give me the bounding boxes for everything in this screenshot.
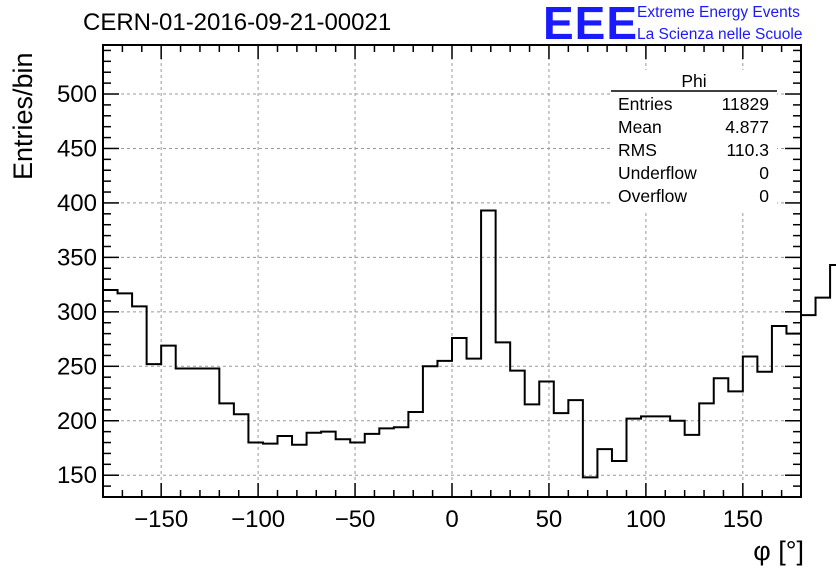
histogram-bin: [627, 419, 642, 497]
y-tick-label: 500: [57, 81, 97, 108]
histogram-bin: [816, 298, 831, 497]
x-tick-label: 50: [536, 506, 563, 533]
histogram-bin: [147, 364, 162, 497]
histogram-bin: [786, 334, 801, 497]
histogram-bin: [568, 400, 583, 497]
histogram-bin: [481, 211, 496, 497]
histogram-bin: [641, 416, 656, 497]
eee-logo: EEE: [543, 0, 639, 49]
histogram-bin: [234, 414, 249, 497]
stats-label: Entries: [618, 94, 673, 114]
stats-label: Mean: [618, 117, 662, 137]
histogram-bin: [132, 306, 147, 497]
y-tick-label: 300: [57, 299, 97, 326]
histogram-bin: [714, 378, 729, 497]
stats-label: Underflow: [618, 163, 697, 183]
histogram-bin: [307, 433, 322, 497]
x-axis-label: φ [°]: [753, 536, 804, 566]
histogram-bin: [496, 342, 511, 497]
x-tick-label: −150: [134, 506, 188, 533]
histogram-bin: [699, 403, 714, 497]
histogram-bin: [670, 421, 685, 497]
histogram-bin: [103, 290, 118, 497]
histogram-bin: [554, 413, 569, 497]
x-tick-label: −100: [231, 506, 285, 533]
histogram-outline: [103, 209, 836, 479]
histogram-bin: [190, 368, 205, 497]
y-tick-label: 350: [57, 244, 97, 271]
stats-label: RMS: [618, 140, 657, 160]
histogram-bin: [597, 449, 612, 497]
histogram-bin: [539, 382, 554, 497]
histogram-bin: [219, 403, 234, 497]
y-tick-label: 450: [57, 135, 97, 162]
histogram-bin: [379, 428, 394, 497]
histogram-bin: [437, 361, 452, 497]
histogram-bin: [583, 477, 598, 497]
histogram-bin: [830, 265, 836, 497]
histogram-bin: [321, 432, 336, 497]
histogram-bin: [510, 371, 525, 497]
histogram-bin: [394, 427, 409, 497]
histogram-bin: [452, 338, 467, 497]
histogram-bin: [161, 346, 176, 497]
stats-value: 0: [759, 186, 769, 206]
histogram-bin: [685, 435, 700, 497]
histogram-bin: [263, 444, 278, 497]
x-tick-label: 150: [723, 506, 763, 533]
x-tick-label: −50: [335, 506, 376, 533]
histogram-bin: [728, 391, 743, 497]
histogram-bin: [205, 368, 220, 497]
tick-labels: −150 −100 −50 0 50 100 150 150 200 250 300 350 400 45…: [57, 81, 763, 533]
histogram-bin: [656, 416, 671, 497]
histogram-bin: [423, 366, 438, 497]
grid-lines: [103, 45, 801, 497]
histogram-bin: [336, 439, 351, 497]
histogram-bin: [801, 315, 816, 497]
histogram-bin: [278, 436, 293, 497]
stats-name: Phi: [681, 71, 706, 91]
histogram-bin: [757, 372, 772, 497]
histogram-bin: [612, 461, 627, 497]
y-tick-label: 250: [57, 353, 97, 380]
histogram-bin: [772, 326, 787, 497]
histogram-bin: [467, 359, 482, 497]
y-tick-label: 200: [57, 408, 97, 435]
axis-ticks: [103, 45, 801, 497]
histogram-bin: [176, 368, 191, 497]
histogram-bin: [292, 445, 307, 497]
x-tick-label: 100: [626, 506, 666, 533]
histogram-bin: [118, 293, 133, 497]
x-tick-label: 0: [445, 506, 458, 533]
stats-value: 4.877: [725, 117, 769, 137]
stats-box: Phi Entries 11829 Mean 4.877 RMS 110.3 Underflo…: [611, 70, 777, 210]
stats-value: 0: [759, 163, 769, 183]
histogram-bins: [103, 211, 836, 497]
y-tick-label: 150: [57, 462, 97, 489]
histogram-bin: [248, 443, 263, 497]
logo-subtitle-line1: Extreme Energy Events: [637, 4, 800, 21]
histogram-bin: [365, 434, 380, 497]
stats-box-bg: [611, 70, 777, 210]
stats-label: Overflow: [618, 186, 687, 206]
stats-value: 110.3: [727, 140, 770, 160]
histogram-bin: [350, 443, 365, 497]
chart-title: CERN-01-2016-09-21-00021: [83, 9, 392, 36]
histogram-bin: [408, 412, 423, 497]
histogram-bin: [525, 404, 540, 497]
histogram-bin: [743, 356, 758, 497]
logo-subtitle-line2: La Scienza nelle Scuole: [637, 26, 803, 43]
y-tick-label: 400: [57, 190, 97, 217]
stats-value: 11829: [722, 94, 769, 114]
